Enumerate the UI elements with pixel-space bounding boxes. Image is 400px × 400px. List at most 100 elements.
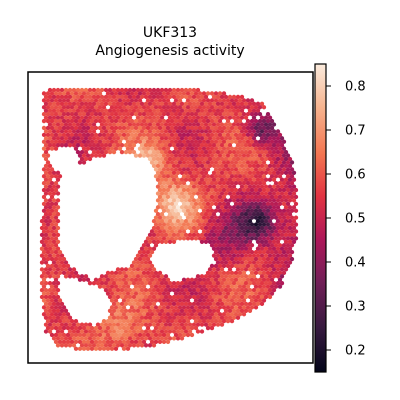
spot [289, 243, 295, 248]
spot [125, 298, 131, 303]
spot [107, 136, 113, 141]
spot [181, 153, 187, 158]
spot [177, 229, 183, 234]
spot [183, 212, 189, 217]
spot [217, 105, 223, 110]
spot [139, 336, 145, 341]
spot [249, 167, 255, 172]
spot [243, 156, 249, 162]
spot [183, 287, 189, 293]
spot [281, 243, 287, 248]
spot [239, 253, 245, 258]
spot [223, 294, 229, 300]
spot [51, 101, 57, 106]
spot [157, 132, 163, 138]
spot [239, 205, 245, 210]
spot [243, 218, 249, 224]
spot [275, 274, 281, 279]
spot [123, 87, 129, 93]
spot [229, 139, 235, 144]
spot [277, 215, 283, 220]
spot [145, 243, 151, 248]
spot [259, 156, 265, 162]
spot [55, 267, 61, 272]
spot [149, 236, 155, 241]
spot [265, 229, 271, 234]
spot [207, 115, 213, 120]
spot [53, 256, 59, 262]
spot [277, 229, 283, 234]
spot [225, 187, 231, 193]
spot [109, 118, 115, 124]
spot [201, 132, 207, 138]
spot [103, 94, 109, 100]
spot [139, 343, 145, 348]
spot [121, 319, 127, 324]
spot [45, 319, 51, 324]
spot [179, 287, 185, 293]
spot [217, 236, 223, 241]
spot [49, 332, 55, 338]
spot [231, 315, 237, 320]
spot [217, 243, 223, 248]
spot [205, 270, 211, 275]
spot [265, 243, 271, 248]
spot [287, 163, 293, 169]
spot [237, 167, 243, 172]
spot [59, 129, 65, 134]
spot [119, 143, 125, 148]
spot [231, 184, 237, 189]
spot [57, 339, 63, 344]
spot [157, 319, 163, 324]
spot [149, 132, 155, 138]
spot [219, 212, 225, 217]
spot [183, 315, 189, 320]
spot [229, 298, 235, 303]
spot [45, 305, 51, 310]
spot [143, 129, 149, 134]
spot [231, 260, 237, 265]
spot [139, 301, 145, 307]
spot [53, 236, 59, 241]
spot [139, 101, 145, 106]
spot [89, 125, 95, 131]
spot [251, 156, 257, 162]
spot [135, 287, 141, 293]
spot [93, 105, 99, 110]
spot [269, 167, 275, 172]
spot [277, 132, 283, 138]
spot [99, 322, 105, 327]
spot [153, 105, 159, 110]
spot [273, 250, 279, 255]
spot [171, 281, 177, 286]
spot [239, 308, 245, 313]
spot [211, 212, 217, 217]
spot [167, 315, 173, 320]
spot [41, 250, 47, 255]
spot [117, 132, 123, 138]
spot [203, 122, 209, 127]
spot [205, 174, 211, 179]
spot [147, 294, 153, 300]
spot [133, 91, 139, 96]
spot [83, 336, 89, 341]
spot [177, 112, 183, 117]
spot [157, 312, 163, 317]
spot [177, 298, 183, 303]
spot [265, 146, 271, 151]
spot [271, 267, 277, 272]
spot [181, 194, 187, 200]
spot [141, 91, 147, 96]
spot [53, 91, 59, 96]
spot [219, 122, 225, 127]
spot [183, 170, 189, 175]
spot [231, 308, 237, 313]
spot [187, 301, 193, 307]
spot [75, 108, 81, 113]
spot [149, 263, 155, 269]
spot [245, 98, 251, 103]
spot [233, 112, 239, 117]
spot [247, 177, 253, 182]
spot [251, 205, 257, 210]
spot [173, 298, 179, 303]
